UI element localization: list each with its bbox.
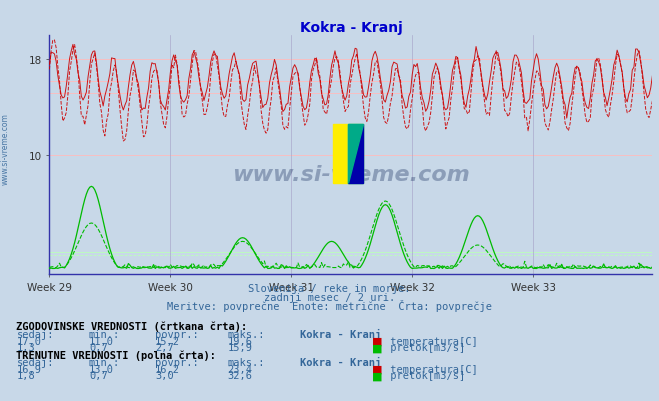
Text: 2,7: 2,7 [155, 342, 173, 352]
Text: 17,0: 17,0 [16, 336, 42, 346]
Text: Kokra - Kranj: Kokra - Kranj [300, 328, 381, 339]
Text: 32,6: 32,6 [227, 371, 252, 381]
Text: 3,0: 3,0 [155, 371, 173, 381]
Polygon shape [348, 124, 363, 184]
Text: ■: ■ [372, 371, 383, 381]
Text: ZGODOVINSKE VREDNOSTI (črtkana črta):: ZGODOVINSKE VREDNOSTI (črtkana črta): [16, 321, 248, 332]
Text: Kokra - Kranj: Kokra - Kranj [300, 356, 381, 367]
Text: pretok[m3/s]: pretok[m3/s] [384, 371, 465, 381]
Text: 0,7: 0,7 [89, 371, 107, 381]
Text: sedaj:: sedaj: [16, 329, 54, 339]
Text: zadnji mesec / 2 uri.: zadnji mesec / 2 uri. [264, 292, 395, 302]
Text: ■: ■ [372, 364, 383, 374]
Text: povpr.:: povpr.: [155, 357, 198, 367]
Text: 15,2: 15,2 [155, 336, 180, 346]
Text: TRENUTNE VREDNOSTI (polna črta):: TRENUTNE VREDNOSTI (polna črta): [16, 349, 216, 360]
Text: ■: ■ [372, 342, 383, 352]
Text: pretok[m3/s]: pretok[m3/s] [384, 342, 465, 352]
Text: 1,3: 1,3 [16, 342, 35, 352]
Text: www.si-vreme.com: www.si-vreme.com [1, 113, 10, 184]
Text: Meritve: povprečne  Enote: metrične  Črta: povprečje: Meritve: povprečne Enote: metrične Črta:… [167, 299, 492, 311]
Bar [333, 124, 363, 184]
Text: min.:: min.: [89, 329, 120, 339]
Text: 1,8: 1,8 [16, 371, 35, 381]
Text: 0,7: 0,7 [89, 342, 107, 352]
Text: 19,6: 19,6 [227, 336, 252, 346]
Text: min.:: min.: [89, 357, 120, 367]
Text: sedaj:: sedaj: [16, 357, 54, 367]
Text: 15,9: 15,9 [227, 342, 252, 352]
Text: temperatura[C]: temperatura[C] [384, 364, 478, 374]
Text: maks.:: maks.: [227, 357, 265, 367]
Title: Kokra - Kranj: Kokra - Kranj [300, 21, 402, 35]
Text: www.si-vreme.com: www.si-vreme.com [232, 164, 470, 184]
Text: 23,4: 23,4 [227, 364, 252, 374]
Text: temperatura[C]: temperatura[C] [384, 336, 478, 346]
Text: Slovenija / reke in morje.: Slovenija / reke in morje. [248, 284, 411, 294]
Text: 16,9: 16,9 [16, 364, 42, 374]
Text: povpr.:: povpr.: [155, 329, 198, 339]
Text: maks.:: maks.: [227, 329, 265, 339]
Text: ■: ■ [372, 336, 383, 346]
Text: 11,0: 11,0 [89, 336, 114, 346]
Text: 13,0: 13,0 [89, 364, 114, 374]
Polygon shape [348, 124, 363, 184]
Text: 16,2: 16,2 [155, 364, 180, 374]
Bar [348, 124, 363, 184]
